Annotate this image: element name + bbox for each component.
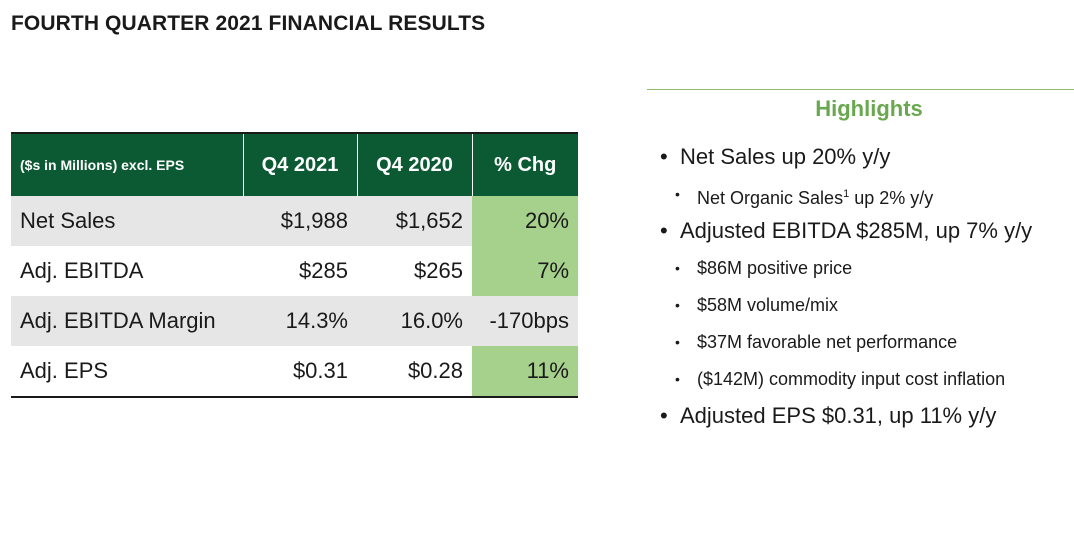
cell-q4-2020: $1,652 — [357, 196, 472, 246]
header-q4-2020: Q4 2020 — [357, 133, 473, 196]
cell-pct-change: 20% — [472, 196, 578, 246]
cell-q4-2021: $285 — [299, 258, 348, 283]
row-label: Adj. EPS — [11, 346, 243, 398]
highlight-organic-sales: Net Organic Sales1 up 2% y/y — [660, 179, 1074, 216]
footnote-marker: 1 — [843, 188, 850, 200]
page-title: FOURTH QUARTER 2021 FINANCIAL RESULTS — [11, 12, 486, 35]
highlight-volume: $58M volume/mix — [660, 290, 1074, 327]
highlights-divider — [647, 89, 1074, 90]
row-label: Adj. EBITDA Margin — [11, 296, 243, 346]
row-label: Adj. EBITDA — [20, 258, 144, 283]
table-header-row: ($s in Millions) excl. EPS Q4 2021 Q4 20… — [11, 133, 578, 196]
cell-pct-change: 11% — [472, 346, 578, 398]
cell-q4-2021: 14.3% — [243, 296, 357, 346]
financial-results-table: ($s in Millions) excl. EPS Q4 2021 Q4 20… — [11, 132, 578, 398]
header-metric: ($s in Millions) excl. EPS — [11, 133, 244, 196]
header-pct-change: % Chg — [472, 133, 578, 196]
highlight-ebitda: Adjusted EBITDA $285M, up 7% y/y — [660, 216, 1074, 253]
cell-pct-change: -170bps — [472, 296, 578, 346]
highlight-net-performance: $37M favorable net performance — [660, 327, 1074, 364]
cell-q4-2020: $265 — [414, 258, 463, 283]
cell-q4-2020: $0.28 — [357, 346, 472, 398]
table-row: Adj. EBITDA $285 $265 7% — [11, 246, 578, 296]
cell-q4-2020: 16.0% — [357, 296, 472, 346]
table-row: Adj. EBITDA Margin 14.3% 16.0% -170bps — [11, 296, 578, 346]
highlight-price: $86M positive price — [660, 253, 1074, 290]
header-q4-2021: Q4 2021 — [243, 133, 358, 196]
table-row: Adj. EPS $0.31 $0.28 11% — [11, 346, 578, 398]
highlights-list: Net Sales up 20% y/y Net Organic Sales1 … — [660, 142, 1074, 438]
highlight-net-sales: Net Sales up 20% y/y — [660, 142, 1074, 179]
highlights-title: Highlights — [815, 96, 923, 121]
table-row: Net Sales $1,988 $1,652 20% — [11, 196, 578, 246]
cell-q4-2021: $0.31 — [243, 346, 357, 398]
row-label: Net Sales — [11, 196, 243, 246]
cell-pct-change: 7% — [472, 246, 578, 296]
highlight-inflation: ($142M) commodity input cost inflation — [660, 364, 1074, 401]
highlight-eps: Adjusted EPS $0.31, up 11% y/y — [660, 401, 1074, 438]
cell-q4-2021: $1,988 — [243, 196, 357, 246]
